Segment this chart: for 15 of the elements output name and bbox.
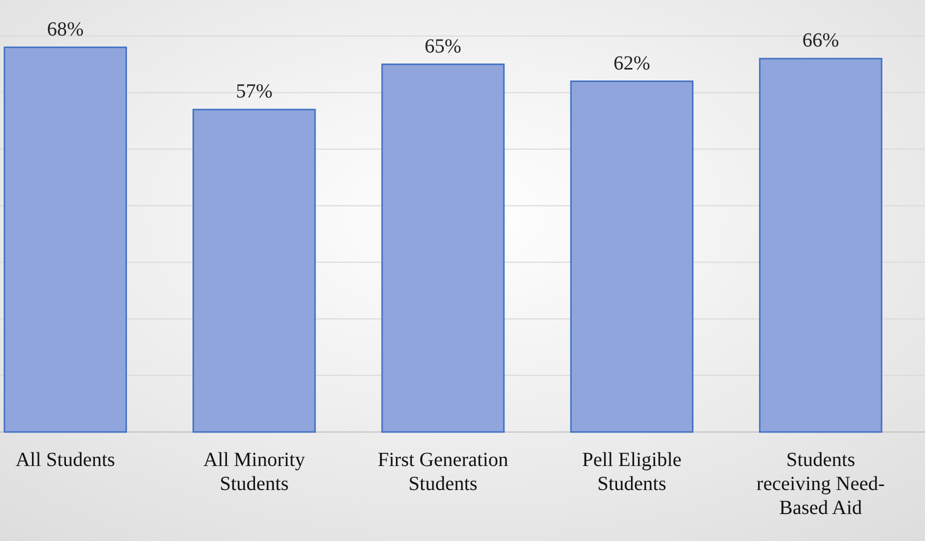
data-label: 62% — [614, 52, 650, 74]
x-tick-label: First Generation Students — [378, 449, 508, 495]
x-tick-label: All Students — [16, 449, 116, 471]
x-tick-label: Students receiving Need-Based Aid — [756, 449, 885, 519]
data-label: 57% — [236, 80, 272, 103]
bar — [192, 108, 316, 433]
bar — [570, 80, 694, 433]
data-label: 66% — [802, 30, 840, 52]
x-tick-label: All Minority Students — [203, 449, 305, 495]
bar — [4, 46, 127, 433]
data-label: 68% — [46, 18, 84, 40]
bar — [381, 64, 505, 433]
bar — [759, 58, 882, 433]
data-label: 65% — [424, 35, 462, 58]
x-tick-label: Pell Eligible Students — [582, 449, 682, 495]
